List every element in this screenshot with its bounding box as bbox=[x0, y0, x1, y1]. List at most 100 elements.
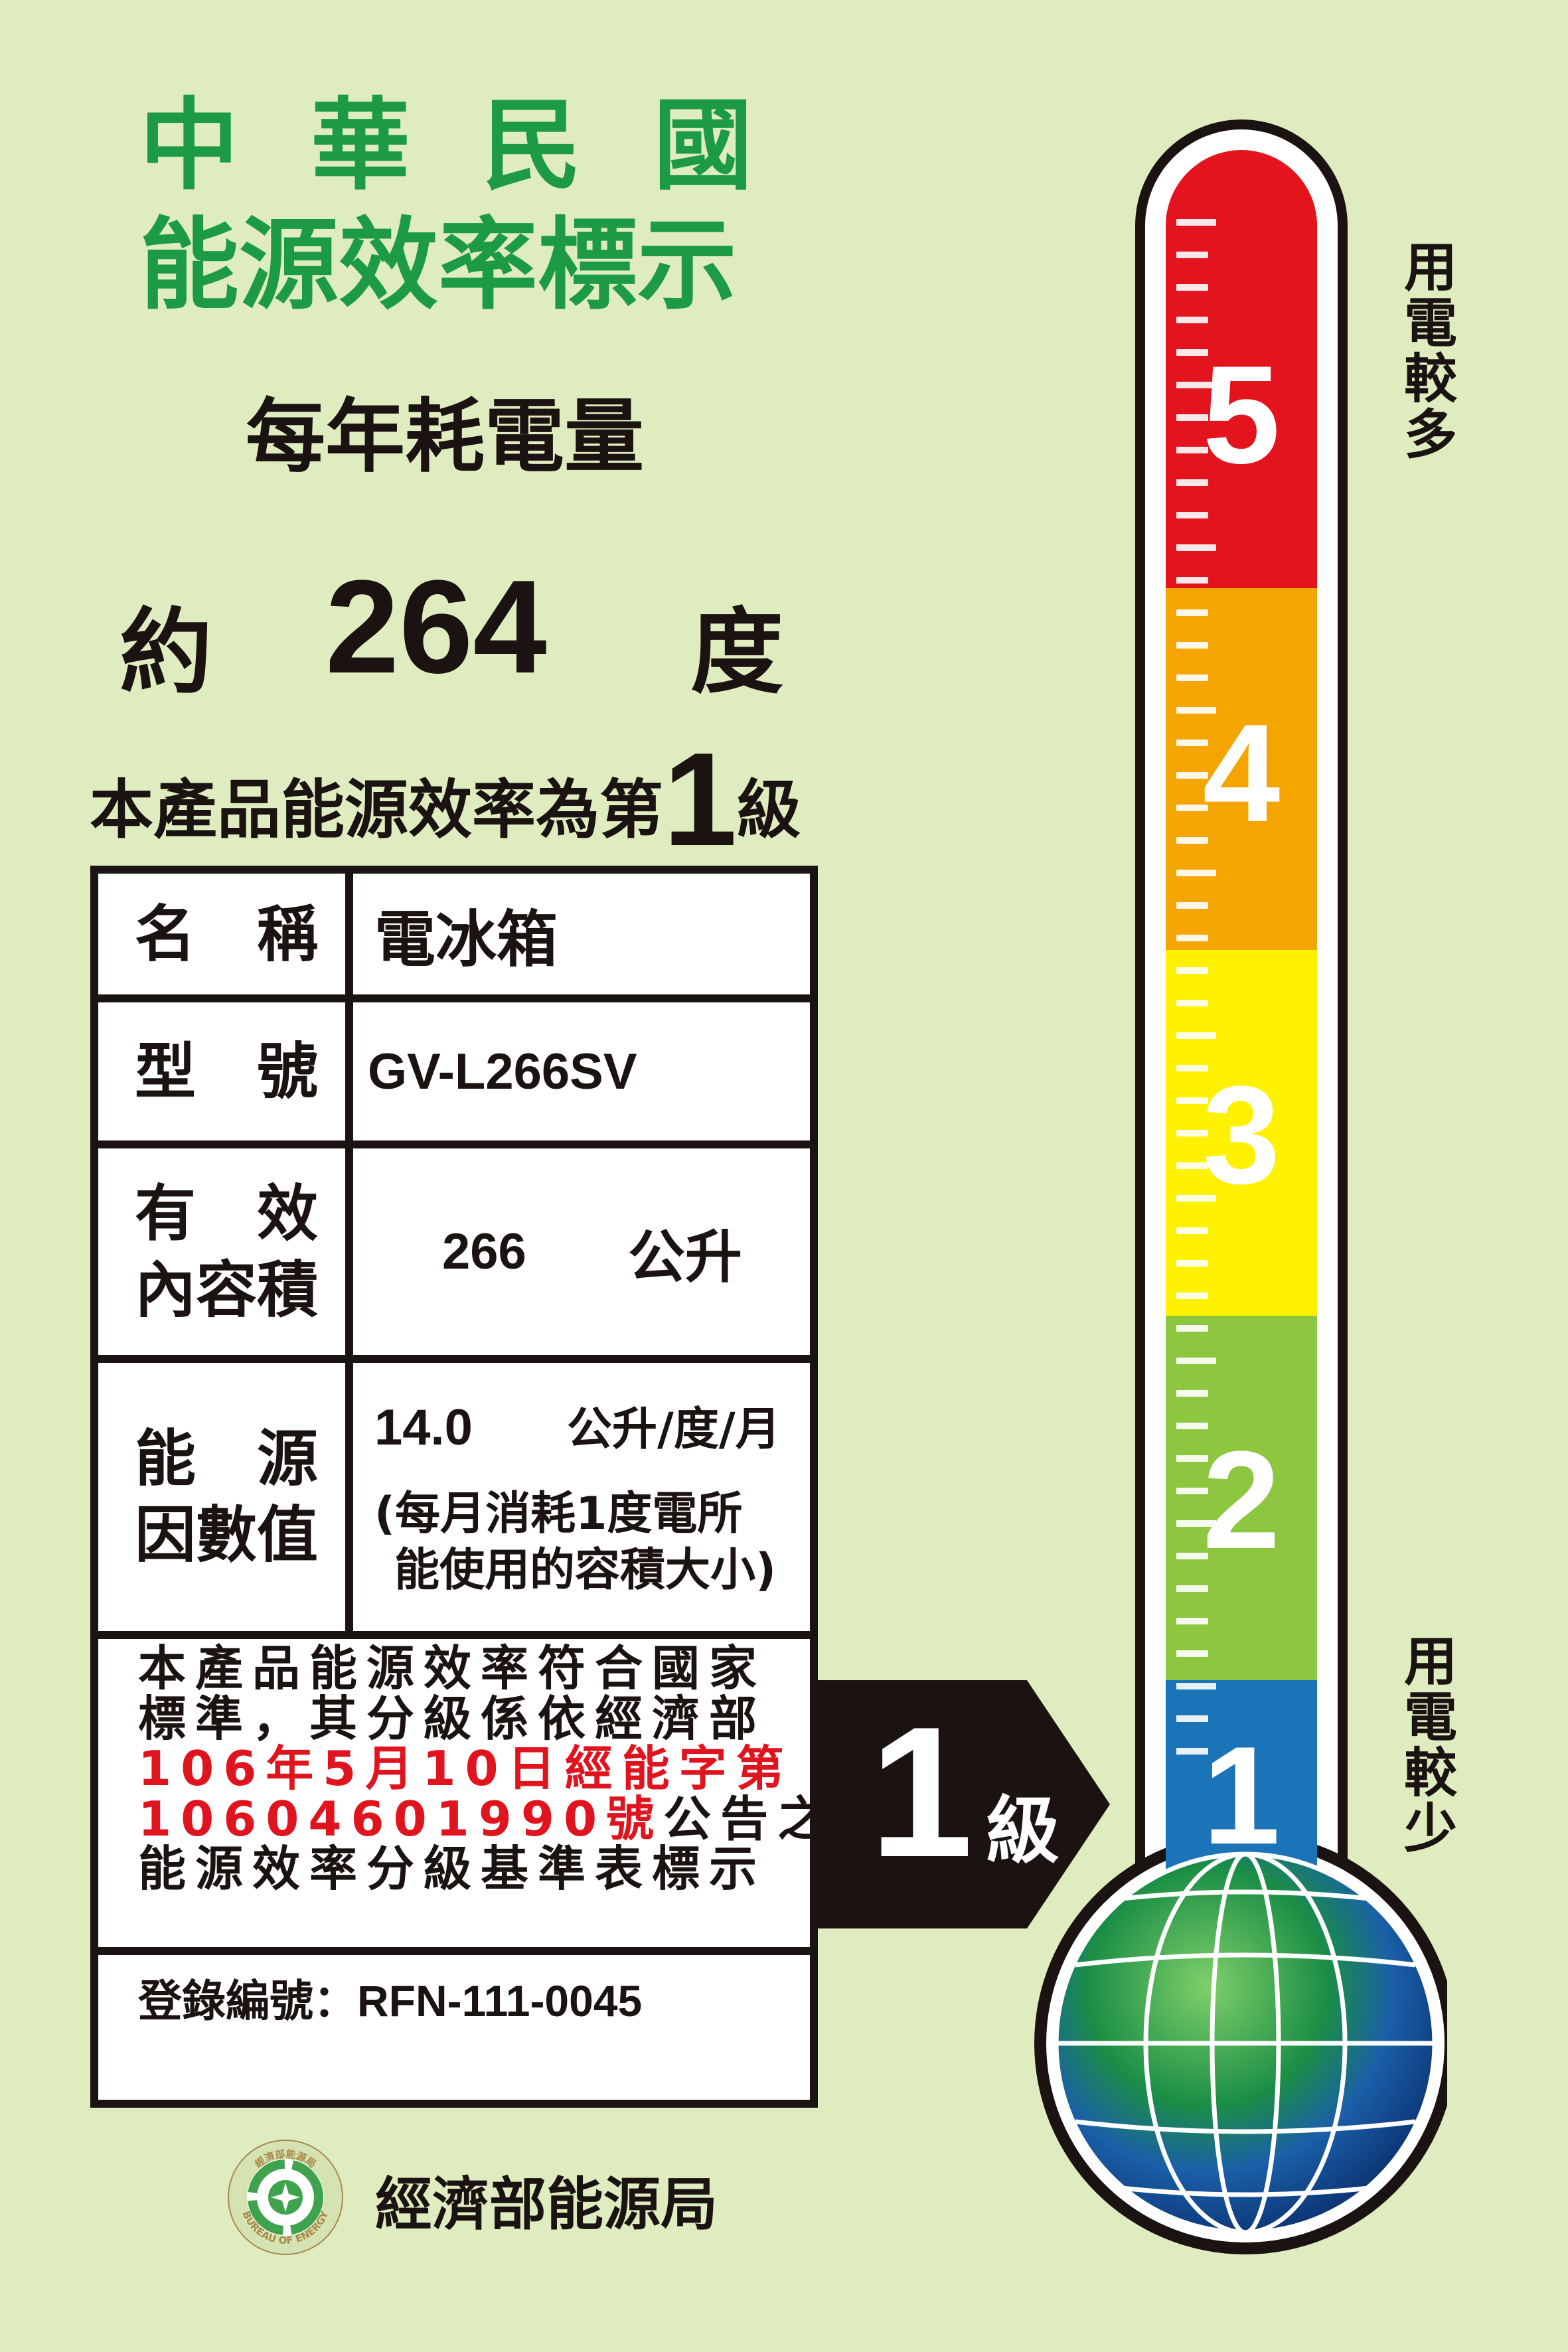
registration-number: 登錄編號：RFN-111-0045 bbox=[138, 1966, 642, 2029]
thermometer bbox=[1034, 119, 1447, 2254]
scale-tick bbox=[1176, 1748, 1208, 1755]
country-title: 中華民國 bbox=[139, 88, 825, 204]
scale-tick bbox=[1176, 967, 1208, 974]
consumption-prefix: 約 bbox=[119, 599, 213, 707]
row-name: 名 稱 電冰箱 bbox=[98, 874, 810, 1002]
scale-tick bbox=[1176, 252, 1208, 258]
scale-tick bbox=[1176, 642, 1208, 649]
consumption-value: 264 bbox=[325, 553, 547, 701]
scale-tick bbox=[1176, 1618, 1208, 1624]
factor-number: 14.0 bbox=[374, 1399, 473, 1456]
scale-tick bbox=[1176, 1358, 1216, 1364]
scale-tick bbox=[1176, 544, 1216, 551]
divider bbox=[98, 1947, 810, 1955]
scale-tick bbox=[1176, 1423, 1208, 1429]
low-consumption-label: 用電較少 bbox=[1395, 1633, 1457, 1856]
scale-tick bbox=[1176, 1650, 1208, 1657]
scale-tick bbox=[1176, 512, 1208, 518]
notice-line: 能源效率分級基準表標示 bbox=[138, 1841, 767, 1897]
model-value: GV-L266SV bbox=[368, 1043, 637, 1100]
level-3: 3 bbox=[1202, 1057, 1281, 1213]
grade-text: 本產品能源效率為第 bbox=[90, 773, 663, 847]
scale-tick bbox=[1176, 772, 1208, 779]
scale-tick bbox=[1176, 1585, 1208, 1592]
bureau-of-energy-logo: 經濟部能源局 BUREAU OF ENERGY bbox=[228, 2140, 343, 2255]
scale-tick bbox=[1176, 414, 1208, 421]
notice-line: 公告之 bbox=[663, 1790, 835, 1847]
volume-number: 266 bbox=[442, 1223, 526, 1280]
name-label: 名 稱 bbox=[98, 874, 353, 994]
scale-tick bbox=[1176, 382, 1216, 388]
scale-tick bbox=[1176, 479, 1208, 486]
scale-tick bbox=[1176, 740, 1208, 746]
notice-line-red: 1060460199​0號 bbox=[138, 1790, 664, 1847]
scale-ticks bbox=[1176, 219, 1216, 1755]
scale-tick bbox=[1176, 1715, 1208, 1722]
factor-value: 14.0 公升/度/月 (每月消耗1度電所 能使用的容積大小) bbox=[361, 1363, 810, 1631]
scale-tick bbox=[1176, 1520, 1216, 1527]
consumption-unit: 度 bbox=[690, 599, 784, 707]
subtitle: 每年耗電量 bbox=[246, 391, 644, 483]
level-5: 5 bbox=[1202, 337, 1281, 493]
scale-tick bbox=[1176, 1065, 1208, 1071]
scale-tick bbox=[1176, 1000, 1208, 1006]
volume-unit: 公升 bbox=[628, 1224, 742, 1291]
volume-label-1: 有 效 bbox=[135, 1178, 319, 1249]
grade-number: 1 bbox=[663, 726, 738, 874]
notice-line: 本產品能源效率符合國家 bbox=[138, 1640, 767, 1696]
scale-tick bbox=[1176, 1097, 1208, 1104]
scale-tick bbox=[1176, 1260, 1208, 1267]
scale-tick bbox=[1176, 902, 1208, 909]
arrow-grade: 1 bbox=[870, 1689, 973, 1896]
level-4: 4 bbox=[1202, 695, 1281, 851]
scale-tick bbox=[1176, 1553, 1208, 1559]
scale-tick bbox=[1176, 1293, 1208, 1299]
scale-tick bbox=[1176, 1195, 1216, 1202]
scale-tick bbox=[1176, 935, 1208, 941]
grade-statement: 本產品能源效率為第1級 bbox=[90, 724, 801, 876]
scale-tick bbox=[1176, 284, 1208, 291]
scale-tick bbox=[1176, 317, 1208, 323]
notice-line-red: 106年5月10日經能字第 bbox=[138, 1741, 793, 1797]
volume-value: 266 公升 bbox=[361, 1148, 810, 1355]
globe-grid-icon bbox=[1054, 1851, 1437, 2235]
volume-label-2: 內容積 bbox=[135, 1254, 319, 1326]
factor-note-1: (每月消耗1度電所 bbox=[374, 1487, 743, 1540]
scale-tick bbox=[1176, 870, 1216, 876]
scale-tick bbox=[1176, 219, 1216, 226]
label-title: 能源效率標示 bbox=[139, 208, 738, 323]
scale-tick bbox=[1176, 1325, 1208, 1332]
scale-tick bbox=[1176, 1032, 1216, 1039]
scale-tick bbox=[1176, 349, 1208, 356]
arrow-suffix: 級 bbox=[986, 1788, 1059, 1873]
scale-tick bbox=[1176, 1455, 1208, 1462]
name-value: 電冰箱 bbox=[374, 903, 558, 975]
notice-line: 標準，其分級係依經濟部 bbox=[138, 1690, 767, 1747]
scale-tick bbox=[1176, 837, 1208, 844]
scale-tick bbox=[1176, 577, 1208, 584]
scale-tick bbox=[1176, 1488, 1208, 1494]
factor-note-2: 能使用的容積大小) bbox=[394, 1543, 777, 1597]
row-volume: 有 效內容積 266 公升 bbox=[98, 1148, 810, 1363]
scale-tick bbox=[1176, 447, 1208, 453]
scale-tick bbox=[1176, 1130, 1208, 1137]
reg-label: 登錄編號： bbox=[138, 1976, 357, 2027]
level-2: 2 bbox=[1202, 1422, 1281, 1578]
spec-table: 名 稱 電冰箱 型 號 GV-L266SV 有 效內容積 266 公升 能 源因數… bbox=[90, 866, 825, 2108]
volume-label: 有 效內容積 bbox=[98, 1148, 353, 1355]
factor-unit: 公升/度/月 bbox=[567, 1403, 781, 1456]
scale-tick bbox=[1176, 609, 1208, 616]
factor-label-1: 能 源 bbox=[135, 1423, 319, 1494]
scale-tick bbox=[1176, 1227, 1208, 1234]
model-label: 型 號 bbox=[98, 1002, 353, 1140]
row-model: 型 號 GV-L266SV bbox=[98, 1002, 810, 1148]
scale-tick bbox=[1176, 707, 1216, 714]
scale-tick bbox=[1176, 1162, 1208, 1169]
scale-segment-5 bbox=[1166, 150, 1317, 589]
reg-value: RFN-111-0045 bbox=[357, 1976, 643, 2025]
grade-arrow bbox=[818, 1680, 1110, 1928]
scale-tick bbox=[1176, 674, 1208, 681]
agency-name: 經濟部能源局 bbox=[375, 2171, 718, 2238]
regulation-notice: 本產品能源效率符合國家 標準，其分級係依經濟部 106年5月10日經能字第 10… bbox=[138, 1640, 835, 1897]
